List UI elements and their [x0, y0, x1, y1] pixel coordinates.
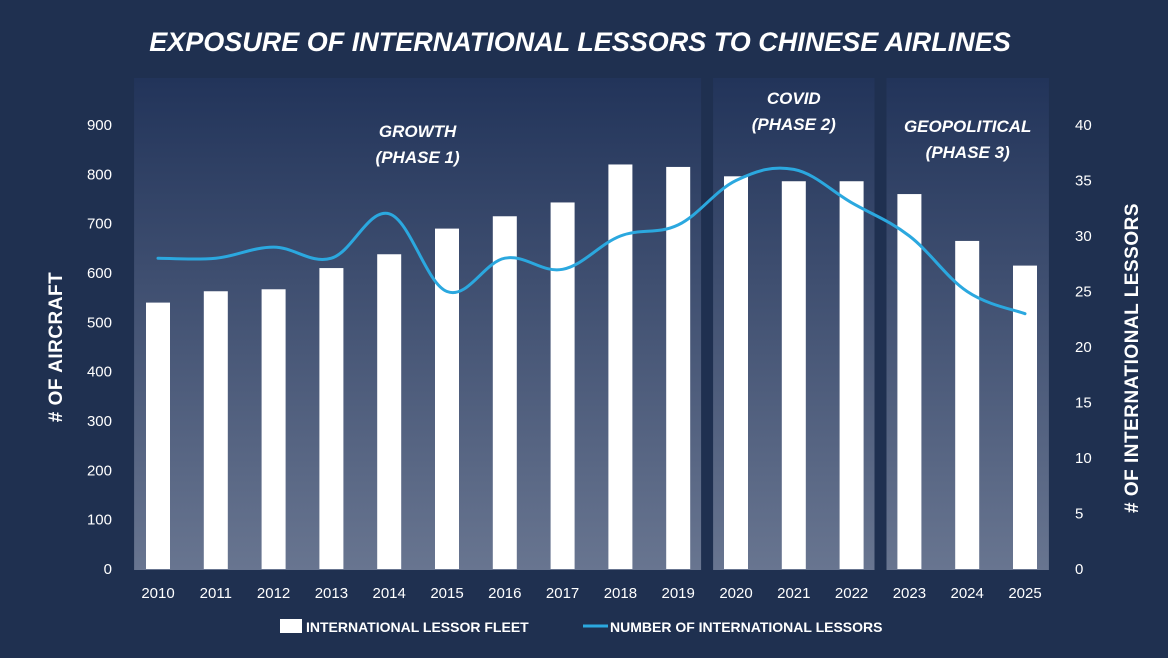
- y-tick-100: 100: [87, 512, 112, 529]
- phase-label-3-line2: (PHASE 3): [926, 143, 1010, 162]
- y-tick-500: 500: [87, 314, 112, 331]
- x-tick-2024: 2024: [951, 585, 984, 602]
- bar-2022: [839, 181, 864, 570]
- y2-tick-25: 25: [1075, 284, 1092, 301]
- bar-2020: [724, 176, 748, 569]
- x-tick-2018: 2018: [604, 585, 637, 602]
- y-tick-400: 400: [87, 364, 112, 381]
- x-tick-2017: 2017: [546, 585, 579, 602]
- phase-label-1-line1: GROWTH: [379, 122, 457, 141]
- legend-label-line: NUMBER OF INTERNATIONAL LESSORS: [610, 619, 883, 635]
- phase-panel-1: [134, 78, 702, 570]
- x-tick-2021: 2021: [777, 585, 810, 602]
- x-tick-2012: 2012: [257, 585, 290, 602]
- x-tick-2014: 2014: [373, 585, 406, 602]
- legend: INTERNATIONAL LESSOR FLEET NUMBER OF INT…: [280, 619, 883, 635]
- y2-tick-10: 10: [1075, 450, 1092, 467]
- y2-tick-35: 35: [1075, 173, 1092, 190]
- y2-axis-ticks: 0 5 10 15 20 25 30 35 40: [1075, 117, 1092, 578]
- legend-swatch-bar: [280, 619, 302, 633]
- y-tick-0: 0: [104, 561, 112, 578]
- bar-2021: [781, 181, 806, 570]
- phase-label-3-line1: GEOPOLITICAL: [904, 117, 1032, 136]
- y2-tick-30: 30: [1075, 228, 1092, 245]
- bar-2018: [608, 164, 633, 569]
- y-tick-600: 600: [87, 265, 112, 282]
- bar-2010: [146, 302, 170, 569]
- chart-title: EXPOSURE OF INTERNATIONAL LESSORS TO CHI…: [149, 27, 1011, 57]
- y2-axis-title: # OF INTERNATIONAL LESSORS: [1122, 203, 1143, 513]
- x-tick-2016: 2016: [488, 585, 521, 602]
- x-tick-2019: 2019: [662, 585, 695, 602]
- line-lessors-count: [156, 166, 1027, 316]
- y-axis-ticks: 0 100 200 300 400 500 600 700 800 900: [87, 117, 112, 578]
- y2-tick-15: 15: [1075, 395, 1092, 412]
- bar-2015: [435, 228, 459, 569]
- legend-label-bar: INTERNATIONAL LESSOR FLEET: [306, 619, 529, 635]
- bar-2011: [203, 291, 228, 569]
- y-tick-700: 700: [87, 216, 112, 233]
- x-tick-2011: 2011: [200, 585, 232, 602]
- bar-2014: [377, 254, 402, 569]
- line-series: [156, 166, 1027, 316]
- bar-2023: [897, 194, 922, 570]
- phase-label-1-line2: (PHASE 1): [376, 148, 460, 167]
- y2-tick-40: 40: [1075, 117, 1092, 134]
- x-tick-2010: 2010: [141, 585, 174, 602]
- y2-tick-0: 0: [1075, 561, 1083, 578]
- phase-label-2-line1: COVID: [767, 89, 821, 108]
- y-tick-300: 300: [87, 413, 112, 430]
- bar-series: [146, 164, 1037, 570]
- x-tick-2025: 2025: [1008, 585, 1041, 602]
- bar-2016: [492, 216, 517, 569]
- x-tick-2020: 2020: [719, 585, 752, 602]
- bar-2019: [666, 166, 691, 569]
- x-axis-ticks: 2010 2011 2012 2013 2014 2015 2016 2017 2018 2019…: [141, 585, 1041, 602]
- x-tick-2022: 2022: [835, 585, 868, 602]
- bar-2025: [1013, 265, 1037, 569]
- y-tick-900: 900: [87, 117, 112, 134]
- bar-2012: [261, 289, 286, 569]
- y-tick-200: 200: [87, 462, 112, 479]
- x-tick-2023: 2023: [893, 585, 926, 602]
- bar-2013: [319, 268, 344, 569]
- phase-label-2-line2: (PHASE 2): [752, 115, 836, 134]
- phase-labels: GROWTH (PHASE 1) COVID (PHASE 2) GEOPOLITICA…: [376, 89, 1032, 167]
- y2-tick-5: 5: [1075, 506, 1083, 523]
- y2-tick-20: 20: [1075, 339, 1092, 356]
- y-axis-title: # OF AIRCRAFT: [46, 272, 67, 422]
- x-tick-2015: 2015: [430, 585, 463, 602]
- y-tick-800: 800: [87, 166, 112, 183]
- bar-2017: [550, 202, 575, 569]
- x-tick-2013: 2013: [315, 585, 348, 602]
